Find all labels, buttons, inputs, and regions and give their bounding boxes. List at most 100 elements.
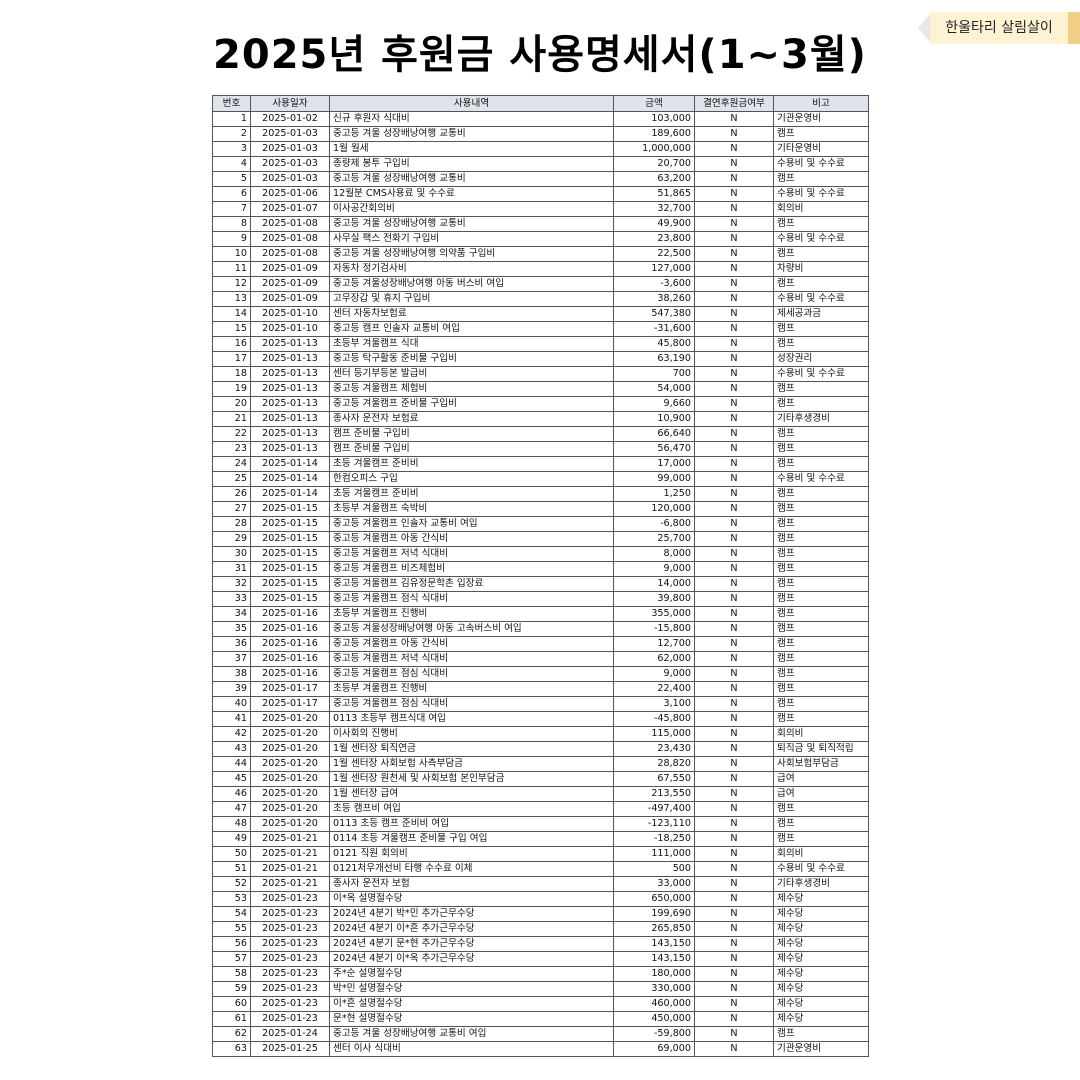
cell-sponsorship-flag: N bbox=[694, 231, 774, 247]
cell-description: 캠프 준비물 구입비 bbox=[329, 441, 614, 457]
cell-amount: 1,000,000 bbox=[613, 141, 695, 157]
table-row: 26 2025-01-14 초등 겨울캠프 준비비 1,250 N 캠프 bbox=[212, 486, 869, 502]
cell-note: 캠프 bbox=[773, 666, 869, 682]
cell-description: 센터 등기부등본 발급비 bbox=[329, 366, 614, 382]
cell-date: 2025-01-03 bbox=[250, 156, 330, 172]
cell-date: 2025-01-23 bbox=[250, 966, 330, 982]
cell-date: 2025-01-15 bbox=[250, 561, 330, 577]
cell-note: 캠프 bbox=[773, 426, 869, 442]
cell-description: 초등부 겨울캠프 진행비 bbox=[329, 681, 614, 697]
cell-note: 캠프 bbox=[773, 276, 869, 292]
cell-date: 2025-01-23 bbox=[250, 891, 330, 907]
cell-amount: 69,000 bbox=[613, 1041, 695, 1057]
cell-sponsorship-flag: N bbox=[694, 966, 774, 982]
cell-note: 캠프 bbox=[773, 486, 869, 502]
cell-number: 14 bbox=[212, 306, 251, 322]
cell-description: 박*민 설명절수당 bbox=[329, 981, 614, 997]
cell-sponsorship-flag: N bbox=[694, 786, 774, 802]
cell-amount: 8,000 bbox=[613, 546, 695, 562]
table-row: 15 2025-01-10 중고등 캠프 인솔자 교통비 여입 -31,600 N 캠프 bbox=[212, 321, 869, 337]
cell-note: 캠프 bbox=[773, 651, 869, 667]
header-sponsorship-flag: 결연후원금여부 bbox=[694, 95, 774, 112]
table-row: 44 2025-01-20 1월 센터장 사회보험 사측부담금 28,820 N 사회보험… bbox=[212, 756, 869, 772]
cell-note: 수용비 및 수수료 bbox=[773, 186, 869, 202]
cell-amount: 355,000 bbox=[613, 606, 695, 622]
cell-number: 43 bbox=[212, 741, 251, 757]
cell-description: 센터 자동차보험료 bbox=[329, 306, 614, 322]
cell-note: 캠프 bbox=[773, 606, 869, 622]
cell-number: 34 bbox=[212, 606, 251, 622]
cell-description: 종사자 운전자 보험 bbox=[329, 876, 614, 892]
cell-sponsorship-flag: N bbox=[694, 171, 774, 187]
cell-description: 중고등 겨울캠프 점심 식대비 bbox=[329, 696, 614, 712]
cell-amount: -6,800 bbox=[613, 516, 695, 532]
table-row: 9 2025-01-08 사무실 팩스 전화기 구입비 23,800 N 수용비 및 수수… bbox=[212, 231, 869, 247]
table-row: 53 2025-01-23 이*옥 설명절수당 650,000 N 제수당 bbox=[212, 891, 869, 907]
cell-number: 54 bbox=[212, 906, 251, 922]
cell-number: 3 bbox=[212, 141, 251, 157]
cell-number: 41 bbox=[212, 711, 251, 727]
cell-number: 53 bbox=[212, 891, 251, 907]
cell-amount: 12,700 bbox=[613, 636, 695, 652]
cell-amount: 54,000 bbox=[613, 381, 695, 397]
cell-note: 캠프 bbox=[773, 696, 869, 712]
cell-number: 26 bbox=[212, 486, 251, 502]
table-row: 39 2025-01-17 초등부 겨울캠프 진행비 22,400 N 캠프 bbox=[212, 681, 869, 697]
cell-date: 2025-01-16 bbox=[250, 666, 330, 682]
cell-number: 9 bbox=[212, 231, 251, 247]
cell-note: 퇴직금 및 퇴직적립 bbox=[773, 741, 869, 757]
cell-amount: 199,690 bbox=[613, 906, 695, 922]
cell-sponsorship-flag: N bbox=[694, 711, 774, 727]
cell-number: 30 bbox=[212, 546, 251, 562]
cell-date: 2025-01-20 bbox=[250, 786, 330, 802]
cell-date: 2025-01-16 bbox=[250, 621, 330, 637]
table-row: 47 2025-01-20 초등 캠프비 여입 -497,400 N 캠프 bbox=[212, 801, 869, 817]
cell-note: 캠프 bbox=[773, 456, 869, 472]
cell-note: 캠프 bbox=[773, 816, 869, 832]
table-row: 52 2025-01-21 종사자 운전자 보험 33,000 N 기타후생경비 bbox=[212, 876, 869, 892]
cell-note: 제수당 bbox=[773, 996, 869, 1012]
cell-amount: 189,600 bbox=[613, 126, 695, 142]
cell-number: 28 bbox=[212, 516, 251, 532]
cell-description: 자동차 정기검사비 bbox=[329, 261, 614, 277]
cell-description: 캠프 준비물 구입비 bbox=[329, 426, 614, 442]
cell-date: 2025-01-08 bbox=[250, 216, 330, 232]
cell-note: 캠프 bbox=[773, 516, 869, 532]
cell-note: 수용비 및 수수료 bbox=[773, 366, 869, 382]
cell-note: 캠프 bbox=[773, 321, 869, 337]
cell-note: 캠프 bbox=[773, 501, 869, 517]
cell-amount: 22,400 bbox=[613, 681, 695, 697]
cell-amount: 33,000 bbox=[613, 876, 695, 892]
cell-amount: -3,600 bbox=[613, 276, 695, 292]
cell-amount: 23,800 bbox=[613, 231, 695, 247]
cell-date: 2025-01-13 bbox=[250, 396, 330, 412]
cell-amount: -497,400 bbox=[613, 801, 695, 817]
cell-number: 31 bbox=[212, 561, 251, 577]
cell-number: 52 bbox=[212, 876, 251, 892]
cell-note: 성장권리 bbox=[773, 351, 869, 367]
cell-amount: 66,640 bbox=[613, 426, 695, 442]
cell-number: 40 bbox=[212, 696, 251, 712]
cell-amount: 17,000 bbox=[613, 456, 695, 472]
table-row: 32 2025-01-15 중고등 겨울캠프 김유정문학촌 입장료 14,000 N 캠프 bbox=[212, 576, 869, 592]
cell-description: 2024년 4분기 박*민 추가근무수당 bbox=[329, 906, 614, 922]
cell-description: 1월 센터장 퇴직연금 bbox=[329, 741, 614, 757]
cell-number: 37 bbox=[212, 651, 251, 667]
cell-description: 신규 후원자 식대비 bbox=[329, 111, 614, 127]
cell-number: 58 bbox=[212, 966, 251, 982]
cell-description: 이*옥 설명절수당 bbox=[329, 891, 614, 907]
cell-amount: 9,000 bbox=[613, 561, 695, 577]
cell-note: 급여 bbox=[773, 771, 869, 787]
table-row: 45 2025-01-20 1월 센터장 원천세 및 사회보험 본인부담금 67,55… bbox=[212, 771, 869, 787]
cell-sponsorship-flag: N bbox=[694, 666, 774, 682]
cell-number: 17 bbox=[212, 351, 251, 367]
cell-amount: 63,200 bbox=[613, 171, 695, 187]
cell-number: 59 bbox=[212, 981, 251, 997]
cell-note: 수용비 및 수수료 bbox=[773, 471, 869, 487]
cell-sponsorship-flag: N bbox=[694, 876, 774, 892]
cell-sponsorship-flag: N bbox=[694, 801, 774, 817]
table-row: 60 2025-01-23 이*흔 설명절수당 460,000 N 제수당 bbox=[212, 996, 869, 1012]
cell-number: 19 bbox=[212, 381, 251, 397]
cell-description: 중고등 겨울 성장배낭여행 교통비 bbox=[329, 171, 614, 187]
cell-description: 이사회의 진행비 bbox=[329, 726, 614, 742]
